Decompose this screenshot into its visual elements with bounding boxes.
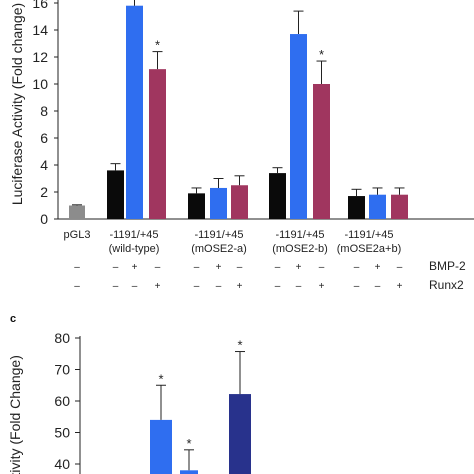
panel-b-treatment-name: BMP-2: [429, 259, 466, 273]
panel-b-group-label-line1: pGL3: [64, 229, 91, 241]
panel-b-treatment-sign: –: [275, 281, 281, 292]
panel-b-y-tick-label: 2: [40, 184, 48, 200]
panel-b-bar: [313, 84, 330, 219]
panel-b-group-label-line2: (wild-type): [109, 243, 160, 255]
panel-b-treatment-sign: –: [74, 281, 80, 292]
panel-b-treatment-sign: +: [132, 262, 138, 273]
panel-b-group-label-line2: (mOSE2a+b): [337, 243, 402, 255]
panel-c-y-tick-label: 70: [54, 362, 70, 378]
panel-b-treatment-sign: –: [74, 262, 80, 273]
panel-c-plot-area: 40 50 60 70 80 * * *: [54, 330, 251, 474]
panel-c-y-tick-label: 80: [54, 330, 70, 346]
panel-b-bar: [188, 193, 205, 219]
panel-b-treatment-sign: –: [113, 281, 119, 292]
panel-b-bar: [391, 194, 408, 219]
panel-c-label: c: [10, 313, 16, 325]
panel-b-y-tick-label: 6: [40, 130, 48, 146]
panel-c-bar: [229, 394, 251, 474]
panel-b-treatment-sign: +: [237, 281, 243, 292]
panel-b-treatment-sign: –: [296, 281, 302, 292]
panel-b-group-label-line2: (mOSE2-b): [272, 243, 328, 255]
panel-b-group-label-line1: -1191/+45: [275, 229, 324, 241]
panel-b-significance-star: *: [319, 47, 324, 62]
panel-b-bar: [269, 173, 286, 219]
panel-b-treatment-sign: –: [275, 262, 281, 273]
panel-b-y-tick-label: 16: [32, 0, 48, 11]
panel-c-y-tick-label: 40: [54, 456, 70, 472]
panel-c-bar: [150, 419, 172, 474]
panel-b-treatment-sign: –: [237, 262, 243, 273]
panel-b-y-tick-label: 14: [32, 22, 48, 38]
panel-b-treatment-sign: +: [375, 262, 381, 273]
panel-c-significance-star: *: [186, 436, 191, 451]
panel-b-y-tick-label: 0: [40, 211, 48, 227]
panel-b-bar: [348, 196, 365, 219]
panel-b-group-label-line1: -1191/+45: [194, 229, 243, 241]
panel-c-y-tick-label: 50: [54, 425, 70, 441]
panel-b-y-axis-label: Luciferase Activity (Fold change): [9, 3, 25, 205]
panel-b-group-label-line1: -1191/+45: [344, 229, 393, 241]
panel-b-bar: [69, 205, 85, 219]
panel-b-treatment-sign: +: [397, 281, 403, 292]
panel-b-treatment-sign: –: [375, 281, 381, 292]
panel-b-treatment-sign: –: [194, 281, 200, 292]
panel-b-treatment-sign: –: [155, 262, 161, 273]
panel-c-bar: [180, 470, 198, 474]
panel-b-treatment-sign: +: [216, 262, 222, 273]
panel-b-treatment-sign: –: [354, 262, 360, 273]
panel-b-bar: [210, 187, 227, 219]
panel-b-group-label-line1: -1191/+45: [109, 229, 158, 241]
panel-b-treatment-sign: –: [319, 262, 325, 273]
panel-b-bar: [126, 5, 143, 220]
panel-c-y-axis-label: Activity (Fold Change): [7, 355, 23, 474]
panel-b-y-tick-label: 10: [32, 76, 48, 92]
panel-b-treatment-rows: – – + – – + – – + – – + – BMP-2 – – – + – – + – – + – – + Runx2: [74, 259, 466, 292]
panel-b-treatment-sign: –: [397, 262, 403, 273]
panel-b-significance-star: *: [155, 38, 160, 53]
panel-c-y-tick-label: 60: [54, 393, 70, 409]
panel-b-y-tick-label: 4: [40, 157, 48, 173]
panel-b-treatment-sign: +: [296, 262, 302, 273]
panel-b-treatment-sign: +: [155, 281, 161, 292]
panel-b-treatment-sign: –: [132, 281, 138, 292]
panel-c-significance-star: *: [237, 338, 242, 353]
panel-b-group-labels: pGL3 -1191/+45 (wild-type) -1191/+45 (mOSE2-…: [64, 229, 402, 255]
panel-b-bar: [231, 185, 248, 219]
panel-b-y-tick-label: 12: [32, 49, 48, 65]
panel-b-bar: [107, 170, 124, 219]
panel-b-treatment-sign: –: [113, 262, 119, 273]
panel-b-treatment-sign: –: [216, 281, 222, 292]
panel-b-bar: [149, 69, 166, 220]
panel-b-treatment-sign: –: [194, 262, 200, 273]
panel-b-treatment-name: Runx2: [429, 278, 464, 292]
panel-c: c Activity (Fold Change) 40 50 60 70 80 * * *: [7, 313, 251, 474]
panel-b-treatment-sign: –: [354, 281, 360, 292]
panel-b: Luciferase Activity (Fold change) 0 2 4 6 8 1…: [9, 0, 474, 292]
panel-b-treatment-sign: +: [319, 281, 325, 292]
panel-b-bar: [369, 194, 386, 219]
panel-b-y-tick-label: 8: [40, 103, 48, 119]
panel-b-plot-area: 0 2 4 6 8 10 12 14 16 * *: [32, 0, 474, 227]
panel-c-significance-star: *: [158, 371, 163, 386]
panel-b-bar: [290, 34, 307, 219]
panel-b-group-label-line2: (mOSE2-a): [191, 243, 247, 255]
